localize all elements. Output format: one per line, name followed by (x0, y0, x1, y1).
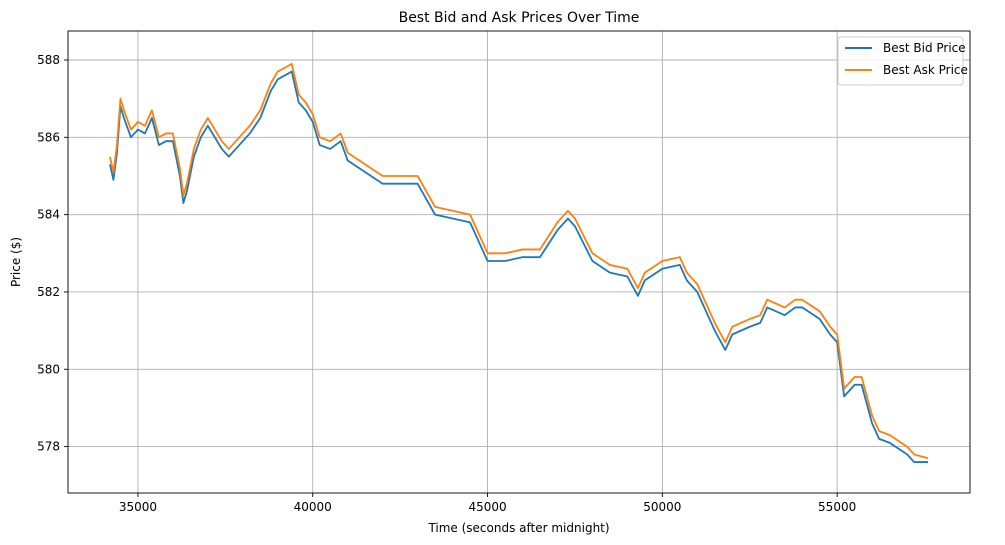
series-line-best-bid (109, 70, 929, 463)
y-tick-label: 588 (37, 53, 60, 67)
y-tick-label: 584 (37, 208, 60, 222)
y-tick-label: 586 (37, 130, 60, 144)
chart-title: Best Bid and Ask Prices Over Time (399, 10, 640, 26)
y-tick-label: 580 (37, 362, 60, 376)
x-tick-label: 50000 (643, 500, 681, 514)
series-line-best-ask (109, 62, 929, 460)
x-tick-label: 35000 (119, 500, 157, 514)
y-tick-label: 578 (37, 440, 60, 454)
y-tick-label: 582 (37, 285, 60, 299)
legend-label-ask: Best Ask Price (883, 63, 968, 77)
plot-background (68, 31, 970, 493)
x-tick-label: 55000 (818, 500, 856, 514)
y-axis-label: Price ($) (9, 237, 23, 287)
legend: Best Bid Price Best Ask Price (837, 36, 968, 86)
grid-layer (68, 31, 970, 493)
series-layer (109, 62, 929, 463)
x-tick-label: 40000 (294, 500, 332, 514)
x-axis-label: Time (seconds after midnight) (427, 521, 609, 535)
legend-label-bid: Best Bid Price (883, 41, 966, 55)
x-tick-label: 45000 (468, 500, 506, 514)
plot-frame (67, 30, 971, 494)
tick-layer: 35000 40000 45000 50000 55000 578 580 582 584 586… (37, 53, 856, 514)
